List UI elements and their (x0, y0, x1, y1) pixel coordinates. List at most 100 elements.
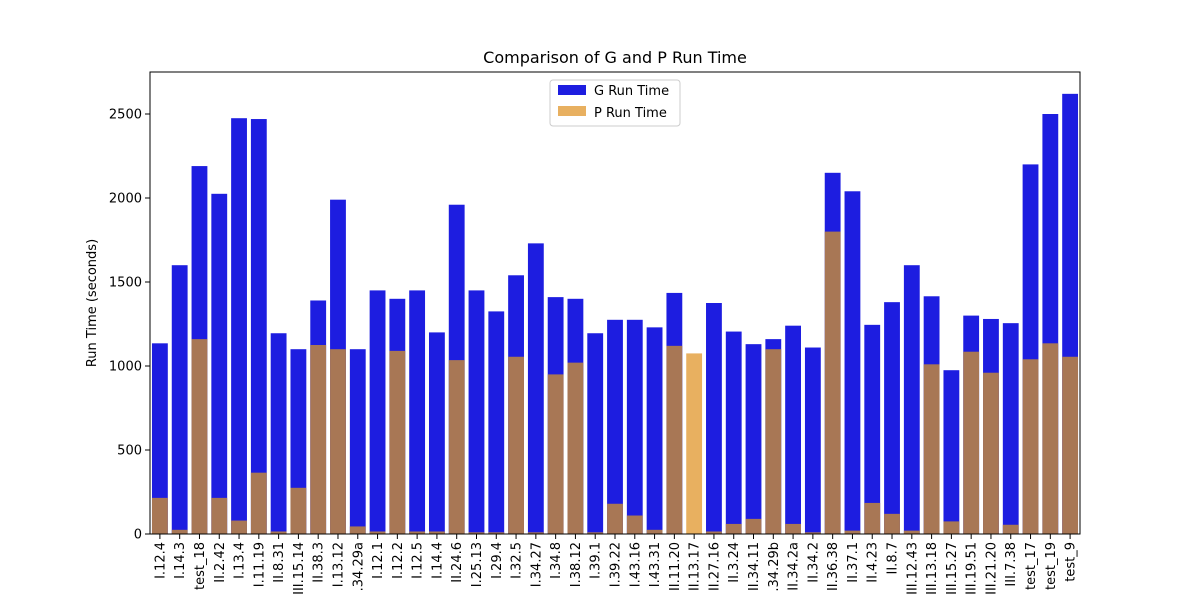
bar-p-run-time (943, 521, 960, 534)
bar-g-run-time (943, 370, 960, 534)
x-tick-label: I.43.16 (628, 542, 643, 587)
bar-g-run-time (468, 290, 485, 534)
bar-g-run-time (250, 119, 267, 534)
legend-swatch-p (558, 106, 586, 116)
x-tick-label: I.14.3 (173, 542, 188, 579)
bar-p-run-time (607, 503, 623, 534)
x-tick-label: I.43.31 (648, 542, 663, 587)
bar-p-run-time (745, 518, 762, 534)
bar-g-run-time (745, 344, 762, 534)
bar-g-run-time (903, 265, 920, 534)
bar-g-run-time (706, 303, 722, 534)
bar-p-run-time (923, 364, 940, 534)
x-tick-label: I.39.1 (589, 542, 604, 579)
bar-g-run-time (626, 319, 643, 534)
bar-g-run-time (844, 191, 861, 534)
x-tick-label: III.15.14 (292, 542, 307, 595)
x-tick-label: test_17 (1024, 542, 1039, 590)
x-tick-label: II.34.2a (787, 542, 802, 591)
x-tick-label: III.21.20 (984, 542, 999, 595)
x-axis-ticks: I.12.4 I.14.3 test_18 II.2.42 I.13.4 I.11.19 I… (153, 534, 1079, 595)
x-tick-label: III.15.27 (945, 542, 960, 595)
bar-g-run-time (725, 331, 742, 534)
bar-g-run-time (211, 193, 228, 535)
bar-p-run-time (349, 526, 366, 534)
x-tick-label: II.27.16 (707, 542, 722, 591)
y-tick-label: 500 (117, 444, 142, 459)
bar-p-run-time (250, 472, 267, 534)
x-tick-label: II.4.23 (866, 542, 881, 583)
x-tick-label: II.13.17 (688, 542, 703, 591)
bar-p-run-time (191, 339, 208, 534)
x-tick-label: I.32.5 (510, 542, 525, 579)
x-tick-label: II.11.20 (668, 542, 683, 591)
bar-g-run-time (607, 319, 623, 534)
bar-p-run-time (488, 532, 505, 534)
chart-title: Comparison of G and P Run Time (483, 48, 747, 67)
x-tick-label: II.2.42 (213, 542, 228, 583)
bar-p-run-time (409, 531, 426, 534)
bar-p-run-time (864, 502, 881, 534)
bar-g-run-time (864, 324, 881, 534)
bar-g-run-time (587, 333, 604, 534)
bar-g-run-time (804, 347, 821, 534)
bar-p-run-time (508, 356, 524, 534)
x-tick-label: .34.29b (767, 542, 782, 592)
x-tick-label: III.19.51 (965, 542, 980, 595)
bar-p-run-time (587, 532, 604, 534)
legend-label-p: P Run Time (594, 106, 667, 121)
bar-p-run-time (1062, 356, 1079, 534)
x-tick-label: II.24.6 (450, 542, 465, 583)
x-tick-label: I.12.5 (411, 542, 426, 579)
bar-g-run-time (151, 343, 168, 534)
x-tick-label: I.12.4 (153, 542, 168, 579)
x-tick-label: II.38.3 (312, 542, 327, 583)
x-tick-label: I.39.22 (609, 542, 624, 587)
bar-p-run-time (785, 523, 801, 534)
bar-g-run-time (884, 302, 900, 534)
bar-p-run-time (765, 349, 782, 534)
x-tick-label: I.38.12 (569, 542, 584, 587)
bar-p-run-time (389, 350, 406, 534)
x-tick-label: III.13.18 (925, 542, 940, 595)
x-tick-label: II.37.1 (846, 542, 861, 583)
x-tick-label: II.3.24 (727, 542, 742, 583)
bar-p-run-time (310, 345, 327, 534)
bar-p-run-time (1002, 524, 1019, 534)
bar-p-run-time (231, 520, 247, 534)
bar-g-run-time (646, 327, 663, 534)
bar-p-run-time-excess (686, 353, 703, 534)
x-tick-label: test_19 (1044, 542, 1059, 590)
bar-p-run-time (963, 351, 980, 534)
bar-g-run-time (429, 332, 445, 534)
x-tick-label: II.36.38 (826, 542, 841, 591)
bar-p-run-time (706, 531, 722, 534)
x-tick-label: III.12.43 (905, 542, 920, 595)
bar-g-run-time (171, 265, 188, 534)
bar-p-run-time (369, 531, 386, 534)
y-tick-label: 1500 (109, 276, 142, 291)
bar-p-run-time (527, 532, 544, 534)
bar-p-run-time (567, 362, 584, 534)
bar-p-run-time (151, 497, 168, 534)
legend-label-g: G Run Time (594, 84, 669, 99)
bar-p-run-time (725, 523, 742, 534)
x-tick-label: II.8.31 (272, 542, 287, 583)
bar-g-run-time (231, 118, 247, 534)
x-tick-label: I.12.1 (371, 542, 386, 579)
bar-p-run-time (448, 360, 465, 534)
bar-p-run-time (626, 515, 643, 534)
bar-p-run-time (290, 487, 307, 534)
x-tick-label: I.34.8 (549, 542, 564, 579)
bar-p-run-time (1042, 343, 1059, 534)
bar-p-run-time (903, 530, 920, 534)
y-tick-label: 0 (134, 528, 142, 543)
bar-p-run-time (804, 532, 821, 534)
x-tick-label: II.8.7 (886, 542, 901, 574)
bar-p-run-time (666, 345, 683, 534)
bar-g-run-time (409, 290, 426, 534)
x-tick-label: I.25.13 (470, 542, 485, 587)
x-tick-label: I.13.12 (331, 542, 346, 587)
bar-p-run-time (983, 372, 999, 534)
